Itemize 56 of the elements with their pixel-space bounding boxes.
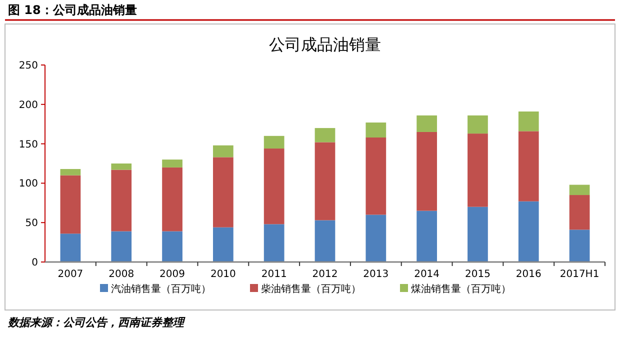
- source-note: 数据来源：公司公告，西南证券整理: [7, 316, 186, 329]
- x-tick-label: 2015: [465, 269, 490, 280]
- legend-label: 汽油销售量（百万吨）: [111, 283, 211, 295]
- x-tick-label: 2010: [210, 269, 236, 280]
- bar: [366, 214, 386, 262]
- bar: [213, 227, 234, 262]
- bar: [468, 206, 488, 262]
- bar: [518, 131, 539, 202]
- bar: [416, 210, 437, 262]
- bar: [518, 201, 539, 262]
- legend-label: 煤油销售量（百万吨）: [411, 283, 511, 295]
- bar: [111, 231, 132, 262]
- x-tick-label: 2012: [312, 269, 338, 280]
- bar: [569, 184, 590, 196]
- x-tick-label: 2008: [108, 269, 134, 280]
- legend-label: 柴油销售量（百万吨）: [261, 283, 361, 295]
- bar: [162, 231, 182, 262]
- bar: [60, 175, 81, 234]
- bar: [416, 132, 437, 211]
- y-tick-label: 150: [18, 139, 38, 150]
- bar: [264, 136, 284, 149]
- bar: [60, 234, 81, 262]
- bar: [213, 157, 234, 228]
- bar: [569, 230, 590, 262]
- y-tick-label: 250: [18, 60, 38, 72]
- x-tick-label: 2014: [414, 269, 440, 280]
- bar: [314, 142, 336, 220]
- bar: [366, 122, 386, 138]
- bar: [314, 220, 336, 262]
- x-tick-label: 2017H1: [560, 269, 600, 280]
- bar: [416, 115, 437, 132]
- x-tick-label: 2011: [261, 269, 287, 280]
- bar: [111, 164, 132, 170]
- bar: [60, 169, 81, 176]
- bar: [366, 137, 386, 215]
- bar: [314, 128, 336, 142]
- x-tick-label: 2013: [363, 269, 389, 280]
- x-tick-label: 2007: [58, 269, 84, 280]
- bar: [468, 115, 488, 134]
- bar: [264, 148, 284, 224]
- bar: [213, 145, 234, 158]
- x-tick-label: 2016: [516, 269, 542, 280]
- chart-title: 公司成品油销量: [269, 35, 381, 54]
- y-tick-label: 100: [18, 178, 38, 190]
- chart-subtitle: 图 18：公司成品油销量: [8, 3, 137, 17]
- x-tick-label: 2009: [160, 269, 185, 280]
- bar: [518, 111, 539, 132]
- bar: [264, 224, 284, 262]
- bar: [569, 195, 590, 230]
- y-tick-label: 50: [25, 218, 38, 230]
- y-tick-label: 200: [18, 100, 38, 111]
- y-tick-label: 0: [32, 258, 38, 268]
- bar: [468, 134, 488, 207]
- bar: [162, 167, 182, 232]
- bar: [111, 170, 132, 232]
- bar: [162, 160, 182, 168]
